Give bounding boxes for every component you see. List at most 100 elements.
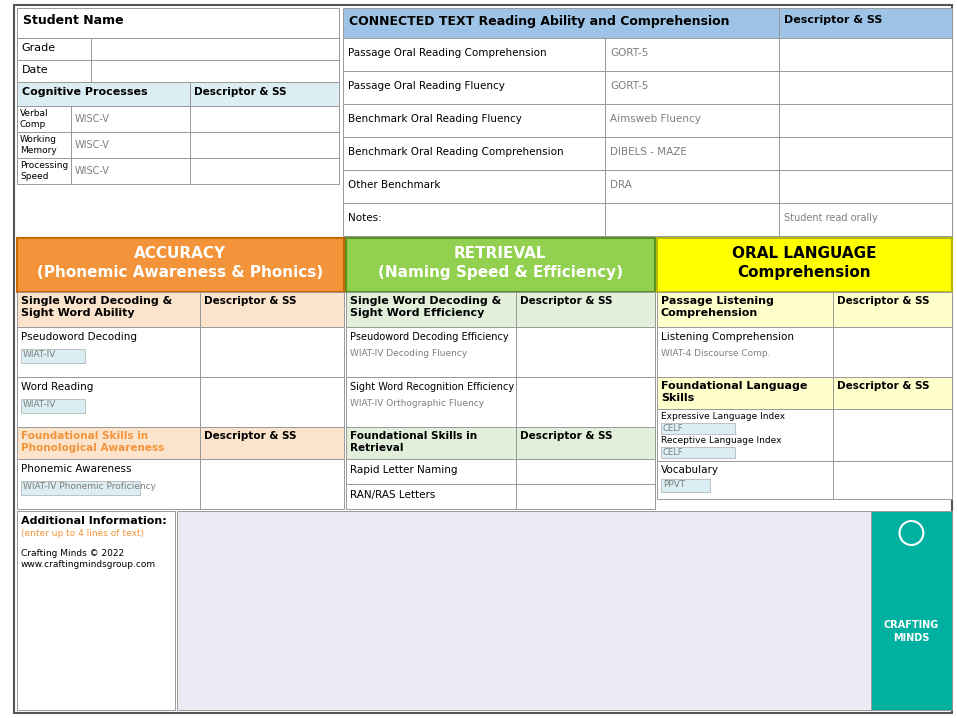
Bar xyxy=(345,459,516,484)
Text: Aimsweb Fluency: Aimsweb Fluency xyxy=(611,114,701,124)
Text: Listening Comprehension: Listening Comprehension xyxy=(660,332,793,342)
Text: WISC-V: WISC-V xyxy=(75,140,109,150)
Bar xyxy=(660,447,735,458)
Bar xyxy=(657,461,834,499)
Text: Grade: Grade xyxy=(22,43,56,53)
Bar xyxy=(200,459,344,509)
Text: ACCURACY
(Phonemic Awareness & Phonics): ACCURACY (Phonemic Awareness & Phonics) xyxy=(37,246,323,279)
Text: WIAT-IV: WIAT-IV xyxy=(23,400,56,409)
Text: CONNECTED TEXT Reading Ability and Comprehension: CONNECTED TEXT Reading Ability and Compr… xyxy=(348,15,729,28)
Text: Descriptor & SS: Descriptor & SS xyxy=(194,87,287,97)
Text: CELF: CELF xyxy=(663,448,683,457)
Text: Phonemic Awareness: Phonemic Awareness xyxy=(21,464,131,474)
Text: Descriptor & SS: Descriptor & SS xyxy=(784,15,882,25)
Bar xyxy=(516,484,655,509)
Bar xyxy=(200,427,344,459)
Text: Foundational Skills in
Phonological Awareness: Foundational Skills in Phonological Awar… xyxy=(21,431,164,453)
Text: CRAFTING
MINDS: CRAFTING MINDS xyxy=(884,620,939,643)
Bar xyxy=(871,511,952,710)
Text: Descriptor & SS: Descriptor & SS xyxy=(837,296,929,306)
Bar xyxy=(834,292,952,327)
Text: GORT-5: GORT-5 xyxy=(611,81,649,91)
Bar xyxy=(17,158,72,184)
Bar xyxy=(17,377,200,427)
Text: Foundational Language
Skills: Foundational Language Skills xyxy=(660,381,807,404)
Bar xyxy=(657,292,834,327)
Text: DRA: DRA xyxy=(611,180,633,190)
Text: PPVT: PPVT xyxy=(663,480,685,489)
Text: Pseudoword Decoding: Pseudoword Decoding xyxy=(21,332,137,342)
Text: Descriptor & SS: Descriptor & SS xyxy=(521,431,612,441)
Text: Single Word Decoding &
Sight Word Ability: Single Word Decoding & Sight Word Abilit… xyxy=(21,296,172,318)
Bar xyxy=(17,82,190,106)
Text: Passage Oral Reading Comprehension: Passage Oral Reading Comprehension xyxy=(347,48,546,58)
Text: Verbal
Comp: Verbal Comp xyxy=(20,109,49,129)
Bar xyxy=(345,292,516,327)
Bar xyxy=(343,170,606,203)
Bar xyxy=(17,327,200,377)
Bar xyxy=(516,292,655,327)
Bar xyxy=(779,203,952,236)
Bar xyxy=(516,327,655,377)
Bar xyxy=(343,203,606,236)
Text: Student Name: Student Name xyxy=(23,14,123,27)
Bar xyxy=(200,292,344,327)
Bar xyxy=(21,349,85,363)
Text: Pseudoword Decoding Efficiency: Pseudoword Decoding Efficiency xyxy=(349,332,508,342)
Text: Descriptor & SS: Descriptor & SS xyxy=(521,296,612,306)
Bar xyxy=(779,170,952,203)
Bar xyxy=(177,511,871,710)
Bar xyxy=(345,484,516,509)
Bar xyxy=(834,377,952,409)
Bar xyxy=(660,423,735,434)
Bar xyxy=(516,459,655,484)
Text: Benchmark Oral Reading Comprehension: Benchmark Oral Reading Comprehension xyxy=(347,147,564,157)
Bar xyxy=(779,38,952,71)
Bar xyxy=(17,38,91,60)
Text: WIAT-IV: WIAT-IV xyxy=(23,350,56,359)
Bar xyxy=(343,137,606,170)
Bar xyxy=(779,71,952,104)
Bar xyxy=(660,479,710,492)
Bar xyxy=(200,377,344,427)
Text: Other Benchmark: Other Benchmark xyxy=(347,180,440,190)
Text: RAN/RAS Letters: RAN/RAS Letters xyxy=(349,490,435,500)
Bar xyxy=(516,427,655,459)
Bar xyxy=(606,71,779,104)
Bar xyxy=(606,104,779,137)
Text: Passage Oral Reading Fluency: Passage Oral Reading Fluency xyxy=(347,81,504,91)
Text: Descriptor & SS: Descriptor & SS xyxy=(204,296,297,306)
Text: Additional Information:: Additional Information: xyxy=(21,516,167,526)
Text: DIBELS - MAZE: DIBELS - MAZE xyxy=(611,147,687,157)
Bar xyxy=(17,238,344,292)
Text: Benchmark Oral Reading Fluency: Benchmark Oral Reading Fluency xyxy=(347,114,522,124)
Bar xyxy=(72,106,190,132)
Text: WIAT-IV Orthographic Fluency: WIAT-IV Orthographic Fluency xyxy=(349,399,484,408)
Bar xyxy=(657,377,834,409)
Text: Notes:: Notes: xyxy=(347,213,382,223)
Text: WISC-V: WISC-V xyxy=(75,166,109,176)
Bar xyxy=(345,427,516,459)
Text: Passage Listening
Comprehension: Passage Listening Comprehension xyxy=(660,296,773,318)
Bar xyxy=(779,8,952,38)
Bar xyxy=(657,409,834,461)
Bar xyxy=(779,104,952,137)
Bar xyxy=(606,203,779,236)
Text: Word Reading: Word Reading xyxy=(21,382,93,392)
Text: Sight Word Recognition Efficiency: Sight Word Recognition Efficiency xyxy=(349,382,514,392)
Bar xyxy=(17,292,200,327)
Bar xyxy=(17,8,339,38)
Text: CELF: CELF xyxy=(663,424,683,433)
Text: Receptive Language Index: Receptive Language Index xyxy=(660,436,781,445)
Text: Student read orally: Student read orally xyxy=(784,213,878,223)
Bar xyxy=(17,60,91,82)
Bar xyxy=(834,409,952,461)
Bar xyxy=(343,104,606,137)
Text: Foundational Skills in
Retrieval: Foundational Skills in Retrieval xyxy=(349,431,477,453)
Text: Rapid Letter Naming: Rapid Letter Naming xyxy=(349,465,457,475)
Text: WIAT-IV Phonemic Proficiency: WIAT-IV Phonemic Proficiency xyxy=(23,482,156,491)
Bar xyxy=(657,327,834,377)
Bar xyxy=(200,327,344,377)
Bar xyxy=(606,38,779,71)
Text: Working
Memory: Working Memory xyxy=(20,135,56,155)
